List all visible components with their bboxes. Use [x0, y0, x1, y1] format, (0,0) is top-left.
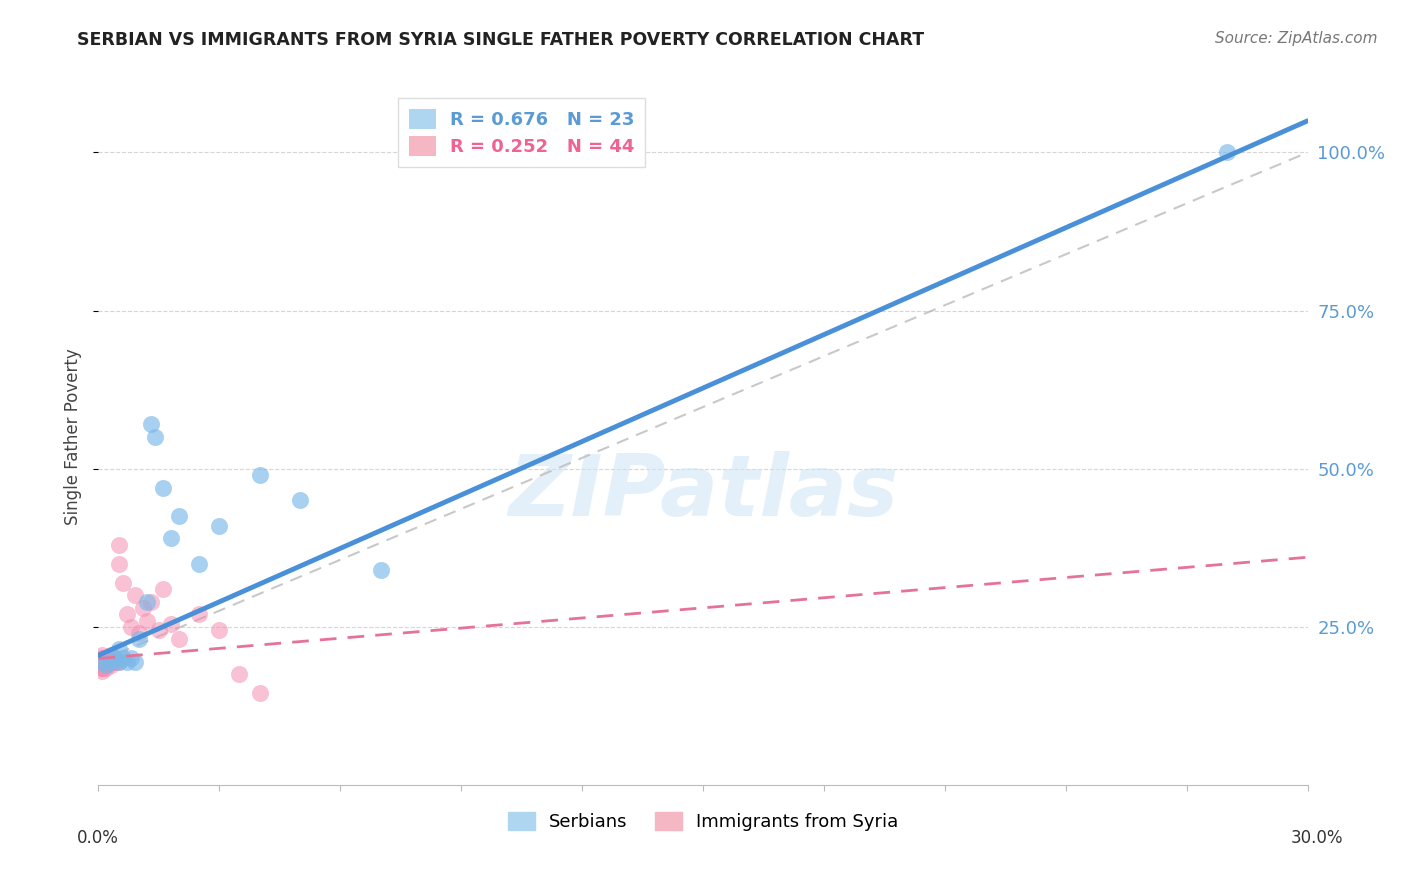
Point — [249, 686, 271, 700]
Point — [152, 481, 174, 495]
Point — [91, 648, 114, 663]
Point — [188, 557, 211, 571]
Text: 0.0%: 0.0% — [77, 829, 120, 847]
Point — [120, 620, 142, 634]
Text: ZIPatlas: ZIPatlas — [508, 451, 898, 534]
Point — [107, 538, 129, 552]
Point — [91, 661, 114, 675]
Point — [115, 607, 138, 622]
Y-axis label: Single Father Poverty: Single Father Poverty — [65, 349, 83, 525]
Point — [91, 655, 114, 669]
Point — [1216, 145, 1239, 160]
Point — [91, 657, 114, 672]
Point — [370, 563, 392, 577]
Text: Source: ZipAtlas.com: Source: ZipAtlas.com — [1215, 31, 1378, 46]
Point — [128, 626, 150, 640]
Point — [103, 651, 125, 665]
Point — [228, 667, 250, 681]
Point — [91, 651, 114, 665]
Point — [128, 632, 150, 647]
Point — [100, 648, 122, 663]
Point — [96, 661, 118, 675]
Point — [115, 655, 138, 669]
Point — [249, 468, 271, 483]
Point — [96, 651, 118, 665]
Point — [135, 594, 157, 608]
Point — [91, 664, 114, 678]
Point — [148, 623, 170, 637]
Point — [288, 493, 311, 508]
Point — [96, 651, 118, 665]
Point — [100, 651, 122, 665]
Point — [107, 655, 129, 669]
Point — [132, 600, 155, 615]
Text: SERBIAN VS IMMIGRANTS FROM SYRIA SINGLE FATHER POVERTY CORRELATION CHART: SERBIAN VS IMMIGRANTS FROM SYRIA SINGLE … — [77, 31, 925, 49]
Point — [107, 642, 129, 657]
Point — [91, 657, 114, 672]
Point — [167, 509, 190, 524]
Point — [103, 651, 125, 665]
Point — [103, 655, 125, 669]
Point — [160, 531, 183, 545]
Point — [135, 614, 157, 628]
Point — [124, 655, 146, 669]
Point — [208, 623, 231, 637]
Point — [208, 518, 231, 533]
Point — [103, 655, 125, 669]
Point — [100, 657, 122, 672]
Point — [111, 575, 134, 590]
Point — [160, 616, 183, 631]
Point — [96, 655, 118, 669]
Point — [91, 655, 114, 669]
Legend: Serbians, Immigrants from Syria: Serbians, Immigrants from Syria — [501, 805, 905, 838]
Point — [91, 655, 114, 669]
Point — [139, 417, 162, 432]
Point — [100, 655, 122, 669]
Point — [96, 657, 118, 672]
Point — [143, 430, 166, 444]
Point — [111, 651, 134, 665]
Point — [91, 651, 114, 665]
Point — [96, 655, 118, 669]
Point — [139, 594, 162, 608]
Point — [91, 661, 114, 675]
Point — [124, 588, 146, 602]
Point — [167, 632, 190, 647]
Point — [107, 557, 129, 571]
Point — [100, 655, 122, 669]
Point — [152, 582, 174, 596]
Point — [91, 661, 114, 675]
Text: 30.0%: 30.0% — [1291, 829, 1343, 847]
Point — [96, 657, 118, 672]
Point — [120, 651, 142, 665]
Point — [107, 655, 129, 669]
Point — [188, 607, 211, 622]
Point — [96, 657, 118, 672]
